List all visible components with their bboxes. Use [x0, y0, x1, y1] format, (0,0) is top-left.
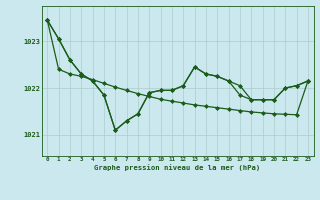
X-axis label: Graphe pression niveau de la mer (hPa): Graphe pression niveau de la mer (hPa): [94, 164, 261, 171]
